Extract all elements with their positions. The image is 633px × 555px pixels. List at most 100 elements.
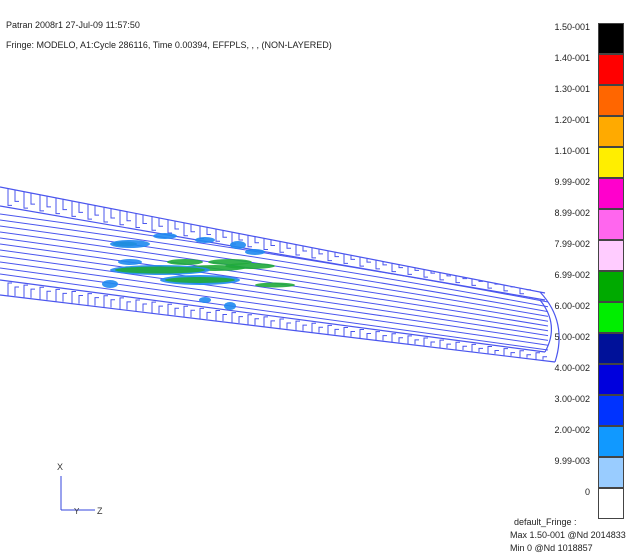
fringe-region-9 <box>208 259 252 265</box>
bottom-tooth-488 <box>487 345 499 354</box>
fringe-region-0 <box>110 240 150 248</box>
max-value: Max 1.50-001 @Nd 2014833 <box>510 530 626 540</box>
fringe-name: default_Fringe : <box>514 517 577 527</box>
fiber-6 <box>0 249 549 332</box>
bottom-tooth-296 <box>295 320 307 331</box>
legend-label-1: 1.40-001 <box>554 53 590 63</box>
bottom-tooth-344 <box>343 326 355 337</box>
legend-label-13: 2.00-002 <box>554 425 590 435</box>
bottom-tooth-280 <box>279 318 291 329</box>
legend-color-15 <box>598 488 624 519</box>
fiber-9 <box>0 267 549 346</box>
top-tooth-136 <box>135 213 147 228</box>
legend-color-13 <box>598 426 624 457</box>
bottom-tooth-536 <box>535 352 547 360</box>
legend-label-3: 1.20-001 <box>554 115 590 125</box>
fringe-region-2 <box>153 233 177 239</box>
top-tooth-344 <box>343 253 355 264</box>
top-tooth-328 <box>327 250 339 262</box>
top-tooth-312 <box>311 247 323 259</box>
fringe-region-4 <box>118 259 142 265</box>
legend-color-10 <box>598 333 624 364</box>
fiber-2 <box>0 225 549 313</box>
fiber-3 <box>0 231 549 317</box>
bottom-tooth-312 <box>311 322 323 333</box>
top-tooth-216 <box>215 229 227 242</box>
bottom-tooth-168 <box>167 303 179 316</box>
min-value: Min 0 @Nd 1018857 <box>510 543 593 553</box>
top-tooth-40 <box>39 194 51 212</box>
top-tooth-8 <box>7 188 19 206</box>
legend-label-11: 4.00-002 <box>554 363 590 373</box>
bottom-tooth-424 <box>423 337 435 347</box>
bottom-tooth-456 <box>455 341 467 351</box>
bottom-tooth-56 <box>55 288 67 302</box>
bottom-tooth-152 <box>151 301 163 314</box>
fiber-4 <box>0 237 549 322</box>
top-tooth-440 <box>439 272 451 281</box>
y-axis-label: Y <box>74 507 80 516</box>
bottom-tooth-360 <box>359 329 371 339</box>
legend-label-5: 9.99-002 <box>554 177 590 187</box>
beam-tip-outer <box>539 291 560 363</box>
fringe-description: Fringe: MODELO, A1:Cycle 286116, Time 0.… <box>6 40 332 50</box>
legend-color-3 <box>598 116 624 147</box>
bottom-tooth-40 <box>39 286 51 300</box>
legend-label-7: 7.99-002 <box>554 239 590 249</box>
top-tooth-408 <box>407 266 419 275</box>
fringe-contours <box>102 233 295 310</box>
top-tooth-248 <box>247 235 259 248</box>
bottom-tooth-216 <box>215 310 227 322</box>
bottom-tooth-24 <box>23 284 35 298</box>
top-tooth-376 <box>375 260 387 270</box>
bottom-tooth-88 <box>87 293 99 306</box>
app-title: Patran 2008r1 27-Jul-09 11:57:50 <box>6 20 140 30</box>
legend-label-9: 6.00-002 <box>554 301 590 311</box>
legend-label-12: 3.00-002 <box>554 394 590 404</box>
fringe-region-14 <box>245 249 265 255</box>
legend-color-11 <box>598 364 624 395</box>
axis-triad <box>60 476 95 511</box>
bottom-tooth-376 <box>375 331 387 341</box>
top-tooth-24 <box>23 191 35 209</box>
bottom-tooth-440 <box>439 339 451 349</box>
bottom-tooth-120 <box>119 297 131 310</box>
top-tooth-168 <box>167 219 179 234</box>
bottom-tooth-392 <box>391 333 403 343</box>
legend-label-6: 8.99-002 <box>554 208 590 218</box>
fringe-region-3 <box>195 237 215 243</box>
bottom-tooth-504 <box>503 348 515 356</box>
beam-edge-2 <box>0 294 556 363</box>
top-tooth-504 <box>503 285 515 292</box>
legend-color-0 <box>598 23 624 54</box>
legend-color-4 <box>598 147 624 178</box>
fringe-region-7 <box>167 259 203 265</box>
fringe-region-17 <box>224 302 236 310</box>
legend-color-8 <box>598 271 624 302</box>
legend-color-6 <box>598 209 624 240</box>
fringe-region-13 <box>255 282 295 288</box>
fringe-region-5 <box>115 266 205 274</box>
bottom-tooth-328 <box>327 324 339 335</box>
top-tooth-184 <box>183 222 195 237</box>
fringe-region-15 <box>230 241 246 249</box>
fiber-0 <box>0 213 549 303</box>
top-tooth-152 <box>151 216 163 231</box>
bottom-tooth-104 <box>103 295 115 308</box>
bottom-tooth-472 <box>471 343 483 352</box>
bottom-tooth-72 <box>71 291 83 304</box>
bottom-tooth-8 <box>7 282 19 296</box>
legend-label-15: 0 <box>584 487 590 497</box>
top-tooth-296 <box>295 244 307 256</box>
top-tooth-72 <box>71 201 83 217</box>
fringe-region-18 <box>199 297 211 303</box>
fiber-1 <box>0 219 549 308</box>
legend-label-14: 9.99-003 <box>554 456 590 466</box>
bottom-tooth-200 <box>199 307 211 320</box>
top-tooth-520 <box>519 288 531 295</box>
legend-label-0: 1.50-001 <box>554 22 590 32</box>
x-axis-label: X <box>57 462 63 472</box>
bottom-tooth-408 <box>407 335 419 345</box>
top-tooth-56 <box>55 197 67 215</box>
